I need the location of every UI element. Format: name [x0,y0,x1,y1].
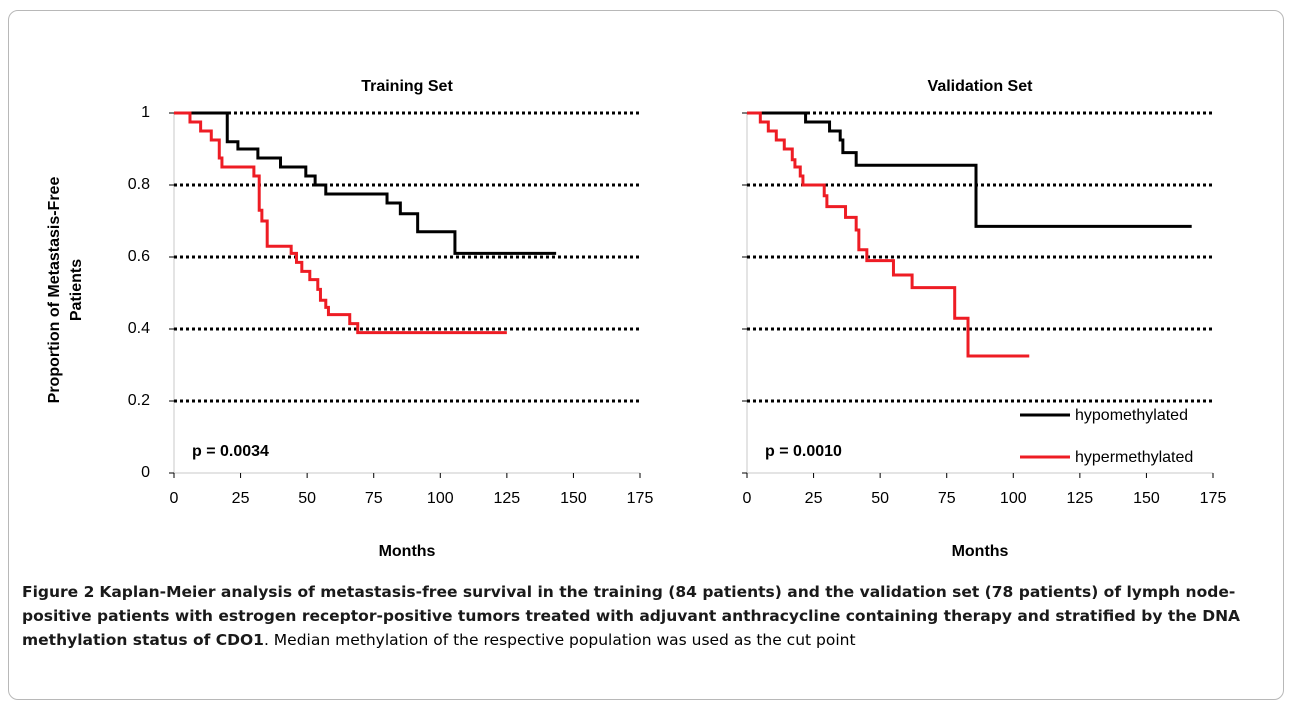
y-tick-label: 0.4 [128,320,150,337]
caption-bold: Kaplan-Meier analysis of metastasis-free… [22,583,1241,649]
x-axis-label: Months [379,543,436,560]
survival-curve [174,111,507,335]
x-tick-label: 25 [805,490,823,507]
chart-title: Validation Set [928,78,1034,95]
y-tick-label: 0.8 [128,176,150,193]
p-value: p = 0.0034 [192,443,269,460]
x-axis-label: Months [952,543,1009,560]
figure-frame [8,10,1284,700]
y-tick-label: 1 [141,104,150,121]
chart-title: Training Set [361,78,453,95]
legend-label: hypomethylated [1075,407,1188,424]
survival-curve [747,111,1030,358]
x-tick-label: 100 [1000,490,1027,507]
y-axis-label: Proportion of Metastasis-Free [46,177,63,404]
x-tick-label: 175 [627,490,654,507]
y-tick-label: 0 [141,464,150,481]
x-tick-label: 125 [1067,490,1094,507]
x-tick-label: 175 [1200,490,1227,507]
caption-label: Figure 2 [22,583,95,601]
survival-curve [174,111,557,255]
y-tick-label: 0.6 [128,248,150,265]
caption: Figure 2 Kaplan-Meier analysis of metast… [22,580,1272,652]
y-axis-label: Patients [68,259,85,321]
x-tick-label: 25 [232,490,250,507]
y-tick-label: 0.2 [128,392,150,409]
x-tick-label: 50 [871,490,889,507]
x-tick-label: 50 [298,490,316,507]
legend-label: hypermethylated [1075,449,1193,466]
x-tick-label: 100 [427,490,454,507]
caption-text: . Median methylation of the respective p… [263,631,856,649]
p-value: p = 0.0010 [765,443,842,460]
survival-curve [747,111,1192,228]
x-tick-label: 125 [494,490,521,507]
x-tick-label: 0 [743,490,752,507]
x-tick-label: 75 [365,490,383,507]
x-tick-label: 150 [1133,490,1160,507]
x-tick-label: 75 [938,490,956,507]
x-tick-label: 150 [560,490,587,507]
x-tick-label: 0 [170,490,179,507]
